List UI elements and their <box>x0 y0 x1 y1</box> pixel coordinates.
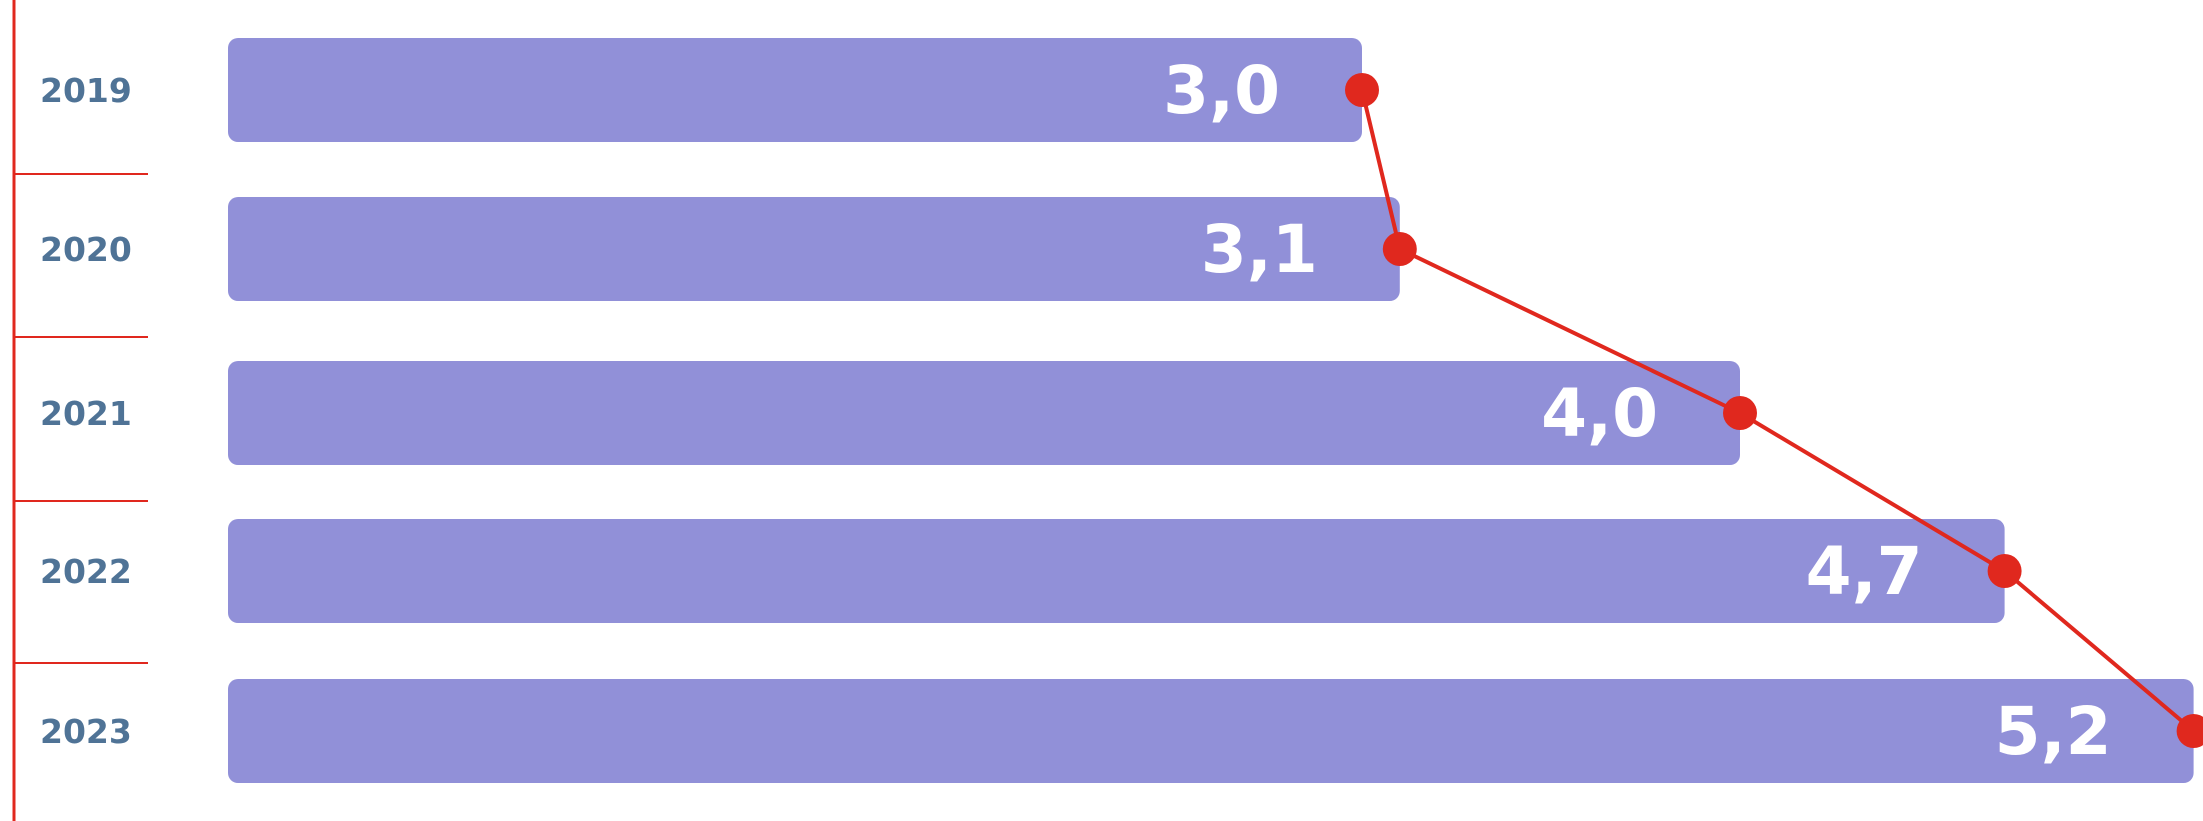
bar-2021 <box>228 361 1740 465</box>
category-axis <box>12 0 148 821</box>
trend-line-layer <box>1345 73 2203 748</box>
bar-2020 <box>228 197 1400 301</box>
category-label: 2022 <box>40 552 132 591</box>
category-label: 2021 <box>40 394 132 433</box>
value-label: 5,2 <box>1995 693 2112 770</box>
marker-2021 <box>1723 396 1757 430</box>
category-label: 2019 <box>40 71 132 110</box>
marker-2022 <box>1987 554 2022 588</box>
bar-2023 <box>228 679 2194 783</box>
bar-2019 <box>228 38 1362 142</box>
value-label: 4,0 <box>1541 375 1658 452</box>
marker-2019 <box>1345 73 1379 107</box>
value-label: 3,1 <box>1201 211 1318 288</box>
bar-2022 <box>228 519 2005 623</box>
marker-2023 <box>2176 714 2203 748</box>
marker-2020 <box>1382 232 1417 266</box>
category-label: 2020 <box>40 230 132 269</box>
labels: 2019 3,0 2020 3,1 2021 4,0 2022 4,7 2023 5,2 <box>40 52 2112 770</box>
value-label: 4,7 <box>1806 533 1923 610</box>
value-label: 3,0 <box>1163 52 1280 129</box>
bars <box>228 38 2194 783</box>
category-label: 2023 <box>40 712 132 751</box>
